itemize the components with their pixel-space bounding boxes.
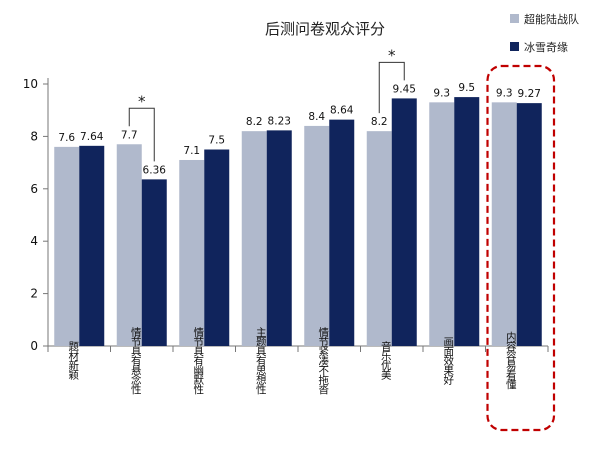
data-label: 8.2: [371, 116, 388, 128]
data-label: 8.23: [268, 115, 291, 127]
significance-bracket: [128, 107, 155, 162]
bar-series-2: [329, 119, 355, 347]
data-label: 9.27: [518, 88, 541, 100]
data-label: 8.4: [308, 111, 325, 123]
data-label: 8.64: [330, 105, 354, 117]
bar-series-2: [516, 103, 542, 346]
bar-series-1: [491, 102, 517, 346]
legend-label: 冰雪奇缘: [524, 41, 568, 54]
x-category-label: 内容容易看懂: [505, 331, 517, 391]
data-label: 9.5: [458, 82, 475, 94]
y-tick-label: 0: [30, 339, 38, 353]
significance-star: *: [138, 92, 146, 110]
data-label: 6.36: [143, 164, 167, 176]
significance-star: *: [388, 46, 396, 64]
x-category-label: 画面效果好: [442, 336, 454, 385]
data-label: 9.45: [393, 83, 416, 95]
bar-series-2: [391, 98, 417, 346]
bar-series-2: [79, 145, 105, 346]
chart-title: 后测问卷观众评分: [265, 20, 385, 38]
y-tick-label: 4: [30, 234, 38, 248]
x-category-label: 音乐优美: [380, 340, 392, 381]
plot-area: 0 2 4 6 8 10 7.6 7.7 7.1 8.2 8.4 8.2 9.3 9.3 7.64 6.36 7…: [23, 46, 556, 432]
bar-series-1: [179, 159, 205, 346]
bar-series-1: [241, 131, 267, 346]
bar-series-2: [454, 97, 480, 346]
data-label: 9.3: [433, 87, 450, 99]
data-label: 9.3: [496, 87, 513, 99]
bar-series-1: [366, 131, 392, 346]
y-tick-label: 8: [30, 129, 38, 143]
y-tick-label: 2: [30, 287, 38, 301]
x-category-label: 题材新颖: [67, 341, 79, 381]
legend-swatch: [510, 14, 519, 23]
y-tick-label: 6: [30, 182, 38, 196]
bar-series-2: [204, 149, 230, 346]
x-category-label: 主题具有思想性: [255, 327, 267, 395]
x-category-label: 情节具有幽默性: [192, 326, 204, 395]
bar-series-2: [266, 130, 292, 346]
data-label: 7.5: [208, 135, 225, 147]
x-category-label: 情节紧凑不拖沓: [317, 326, 329, 395]
bar-series-2: [141, 179, 167, 346]
data-label: 7.64: [80, 131, 104, 143]
y-tick-label: 10: [23, 77, 38, 91]
data-label: 7.1: [183, 145, 200, 157]
data-label: 7.6: [58, 132, 75, 144]
bar-series-1: [429, 102, 455, 346]
bar-series-1: [54, 146, 80, 346]
x-category-label: 情节具有悬念性: [130, 326, 142, 395]
legend-swatch: [510, 42, 519, 51]
data-label: 7.7: [121, 129, 138, 141]
significance-bracket: [378, 61, 405, 114]
bar-series-1: [116, 144, 142, 346]
bar-series-1: [304, 125, 330, 346]
legend-label: 超能陆战队: [524, 12, 579, 26]
data-label: 8.2: [246, 116, 263, 128]
